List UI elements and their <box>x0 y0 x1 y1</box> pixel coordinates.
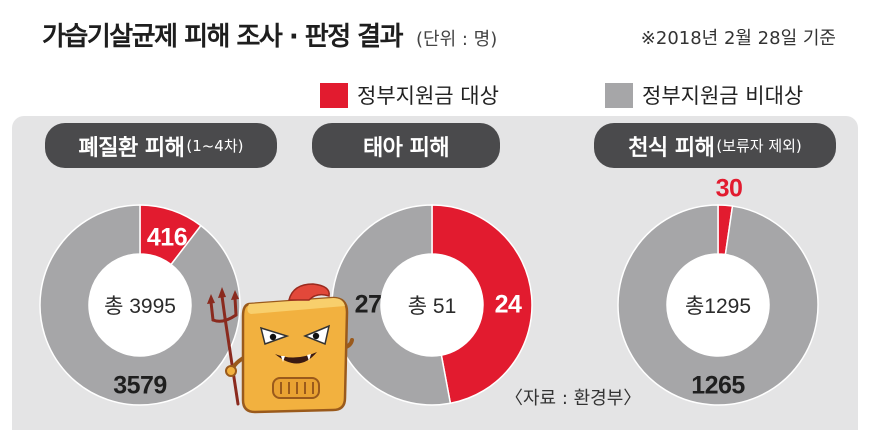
data-label-asthma-supported: 30 <box>715 174 743 203</box>
right-fang <box>307 354 311 361</box>
chart-title-suffix-lung: (1~4차) <box>186 137 244 155</box>
data-label-lung-unsupported: 3579 <box>113 371 167 400</box>
left-hand <box>225 365 237 377</box>
character-top <box>247 298 345 314</box>
center-total-fetus: 총 51 <box>407 295 457 318</box>
legend-label-unsupported: 정부지원금 비대상 <box>642 84 804 108</box>
chart-title-fetus: 태아 피해 <box>362 135 450 161</box>
date-note: ※2018년 2월 28일 기준 <box>640 28 836 49</box>
right-pupil <box>312 332 320 340</box>
legend-label-supported: 정부지원금 대상 <box>357 84 499 108</box>
character-body <box>241 296 349 414</box>
trident-icon <box>209 294 240 406</box>
donut-hole <box>667 254 769 356</box>
legend-item-supported: 정부지원금 대상 <box>320 80 499 110</box>
trident-tips <box>207 287 239 304</box>
legend-item-unsupported: 정부지원금 비대상 <box>605 80 803 110</box>
legend-swatch-supported <box>320 82 348 108</box>
source-note: 〈자료 : 환경부〉 <box>505 388 642 409</box>
donut-chart-fetus <box>331 204 533 406</box>
donut-chart-asthma <box>617 204 819 406</box>
data-label-asthma-unsupported: 1265 <box>691 371 745 400</box>
donut-chart-lung <box>39 204 241 406</box>
center-total-lung: 총 3995 <box>104 295 176 318</box>
center-total-asthma: 총1295 <box>684 295 752 318</box>
legend-swatch-unsupported <box>605 82 633 108</box>
page-title: 가습기살균제 피해 조사 · 판정 결과 <box>42 22 404 52</box>
chart-header-fetus: 태아 피해 <box>312 123 500 168</box>
left-fang <box>281 356 285 362</box>
data-label-fetus-supported: 24 <box>494 290 522 319</box>
donut-hole <box>381 254 483 356</box>
humidifier-devil-icon <box>207 283 354 414</box>
unit-note: (단위 : 명) <box>416 29 498 50</box>
donut-hole <box>89 254 191 356</box>
character-tuft <box>288 283 330 301</box>
character-mouth <box>275 352 317 364</box>
data-label-fetus-unsupported: 27 <box>354 290 382 319</box>
chart-header-lung: 폐질환 피해 (1~4차) <box>45 123 277 168</box>
title-row: 가습기살균제 피해 조사 · 판정 결과 (단위 : 명) <box>42 16 497 53</box>
chart-title-suffix-asthma: (보류자 제외) <box>716 137 802 155</box>
grill-lines <box>280 382 314 394</box>
data-label-lung-supported: 416 <box>146 223 188 252</box>
left-pupil <box>269 333 277 341</box>
chart-title-lung: 폐질환 피해 <box>78 135 185 161</box>
chart-title-asthma: 천식 피해 <box>628 135 715 161</box>
chart-header-asthma: 천식 피해 (보류자 제외) <box>594 123 836 168</box>
